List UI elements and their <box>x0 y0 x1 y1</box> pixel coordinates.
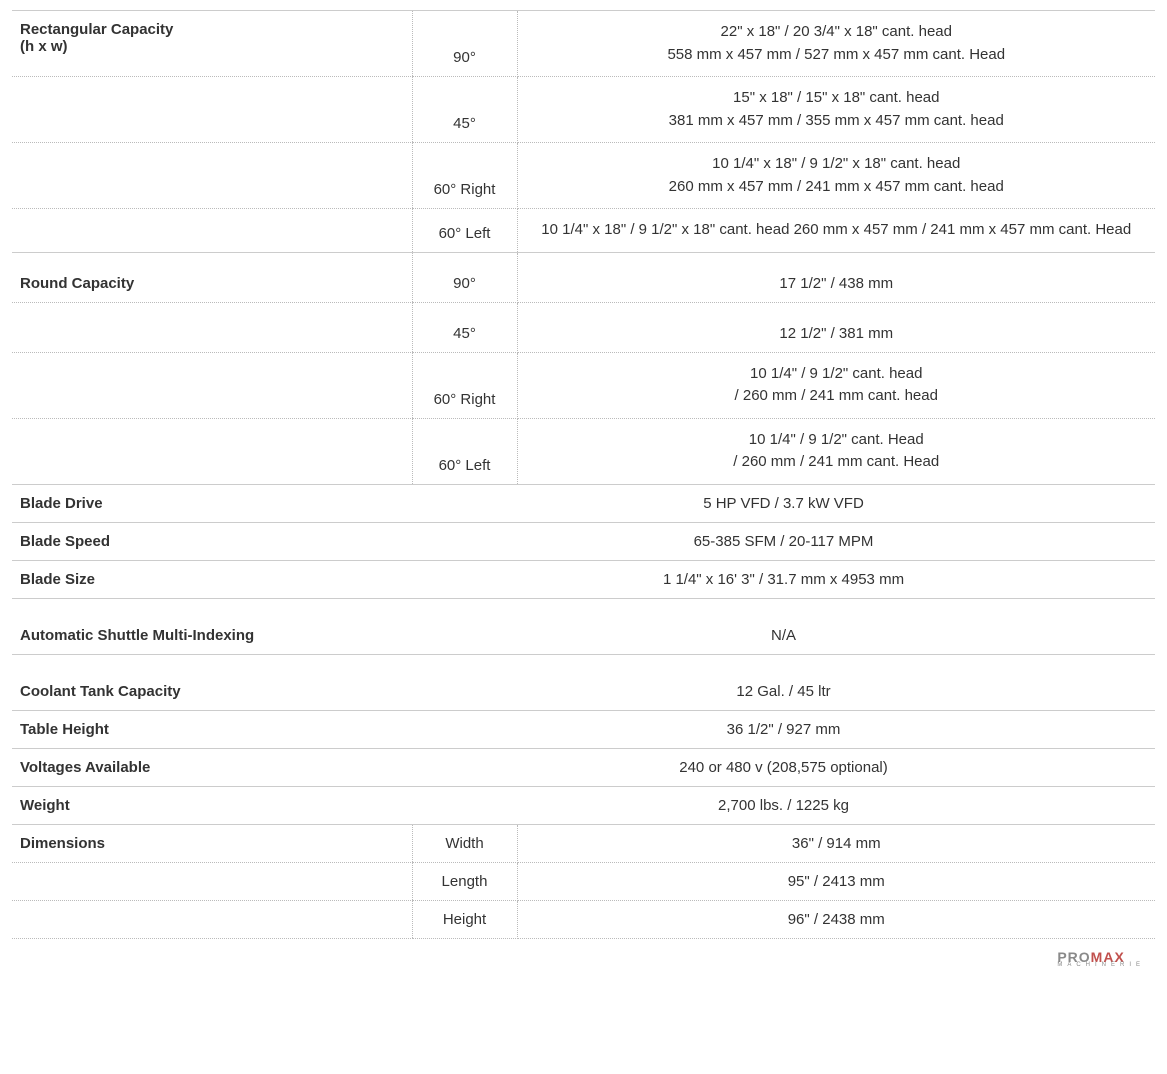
table-row: 45° 15" x 18" / 15" x 18" cant. head 381… <box>12 77 1155 143</box>
value-cell: 15" x 18" / 15" x 18" cant. head 381 mm … <box>517 77 1155 143</box>
angle-cell: 90° <box>412 252 517 302</box>
table-row: 60° Right 10 1/4" x 18" / 9 1/2" x 18" c… <box>12 143 1155 209</box>
spec-label: Table Height <box>12 710 412 748</box>
value-cell: 36 1/2" / 927 mm <box>412 710 1155 748</box>
dim-cell: Length <box>412 862 517 900</box>
table-row: Automatic Shuttle Multi-Indexing N/A <box>12 598 1155 654</box>
dim-cell: Height <box>412 900 517 938</box>
value-cell: 12 1/2" / 381 mm <box>517 302 1155 352</box>
table-row: 60° Left 10 1/4" x 18" / 9 1/2" x 18" ca… <box>12 209 1155 253</box>
value-cell: 2,700 lbs. / 1225 kg <box>412 786 1155 824</box>
value-cell: 95" / 2413 mm <box>517 862 1155 900</box>
spec-label: Blade Speed <box>12 522 412 560</box>
table-row: 45° 12 1/2" / 381 mm <box>12 302 1155 352</box>
spec-label-empty <box>12 302 412 352</box>
dim-cell: Width <box>412 824 517 862</box>
angle-cell: 45° <box>412 77 517 143</box>
value-cell: 1 1/4" x 16' 3" / 31.7 mm x 4953 mm <box>412 560 1155 598</box>
angle-cell: 60° Right <box>412 352 517 418</box>
value-cell: 10 1/4" / 9 1/2" cant. head / 260 mm / 2… <box>517 352 1155 418</box>
value-line: 15" x 18" / 15" x 18" cant. head <box>733 89 939 106</box>
table-row: Blade Drive 5 HP VFD / 3.7 kW VFD <box>12 484 1155 522</box>
spec-label: Dimensions <box>12 824 412 862</box>
spec-label: Blade Size <box>12 560 412 598</box>
value-cell: 96" / 2438 mm <box>517 900 1155 938</box>
spec-label-text: Rectangular Capacity (h x w) <box>20 21 173 55</box>
table-row: Voltages Available 240 or 480 v (208,575… <box>12 748 1155 786</box>
spec-label-empty <box>12 77 412 143</box>
table-row: Coolant Tank Capacity 12 Gal. / 45 ltr <box>12 654 1155 710</box>
value-line: 10 1/4" / 9 1/2" cant. Head <box>749 431 924 448</box>
table-row: Dimensions Width 36" / 914 mm <box>12 824 1155 862</box>
table-row: 60° Right 10 1/4" / 9 1/2" cant. head / … <box>12 352 1155 418</box>
angle-cell: 45° <box>412 302 517 352</box>
value-cell: 36" / 914 mm <box>517 824 1155 862</box>
value-line: 260 mm x 457 mm / 241 mm x 457 mm cant. … <box>669 178 1004 195</box>
spec-label: Rectangular Capacity (h x w) <box>12 11 412 77</box>
value-line: / 260 mm / 241 mm cant. Head <box>733 453 939 470</box>
table-row: 60° Left 10 1/4" / 9 1/2" cant. Head / 2… <box>12 418 1155 484</box>
value-line: 558 mm x 457 mm / 527 mm x 457 mm cant. … <box>667 46 1005 63</box>
value-cell: 10 1/4" x 18" / 9 1/2" x 18" cant. head … <box>517 209 1155 253</box>
spec-label: Voltages Available <box>12 748 412 786</box>
table-row: Length 95" / 2413 mm <box>12 862 1155 900</box>
value-cell: 12 Gal. / 45 ltr <box>412 654 1155 710</box>
angle-cell: 60° Left <box>412 418 517 484</box>
value-cell: 10 1/4" / 9 1/2" cant. Head / 260 mm / 2… <box>517 418 1155 484</box>
footer: PROMAX MACHINERIE <box>12 939 1155 971</box>
spec-label-empty <box>12 209 412 253</box>
spec-label-empty <box>12 900 412 938</box>
value-line: 10 1/4" x 18" / 9 1/2" x 18" cant. head <box>712 155 960 172</box>
angle-cell: 90° <box>412 11 517 77</box>
table-row: Rectangular Capacity (h x w) 90° 22" x 1… <box>12 11 1155 77</box>
value-line: 381 mm x 457 mm / 355 mm x 457 mm cant. … <box>669 112 1004 129</box>
spec-label-empty <box>12 352 412 418</box>
spec-label: Automatic Shuttle Multi-Indexing <box>12 598 412 654</box>
table-row: Weight 2,700 lbs. / 1225 kg <box>12 786 1155 824</box>
value-cell: 240 or 480 v (208,575 optional) <box>412 748 1155 786</box>
spec-label: Coolant Tank Capacity <box>12 654 412 710</box>
spec-table: Rectangular Capacity (h x w) 90° 22" x 1… <box>12 10 1155 939</box>
value-line: 22" x 18" / 20 3/4" x 18" cant. head <box>721 23 952 40</box>
value-line: / 260 mm / 241 mm cant. head <box>735 387 938 404</box>
table-row: Round Capacity 90° 17 1/2" / 438 mm <box>12 252 1155 302</box>
spec-label: Round Capacity <box>12 252 412 302</box>
value-cell: 10 1/4" x 18" / 9 1/2" x 18" cant. head … <box>517 143 1155 209</box>
angle-cell: 60° Right <box>412 143 517 209</box>
value-cell: 22" x 18" / 20 3/4" x 18" cant. head 558… <box>517 11 1155 77</box>
table-row: Height 96" / 2438 mm <box>12 900 1155 938</box>
value-line: 10 1/4" / 9 1/2" cant. head <box>750 365 922 382</box>
spec-label-empty <box>12 418 412 484</box>
brand-logo: PROMAX MACHINERIE <box>1057 951 1145 969</box>
table-row: Blade Speed 65-385 SFM / 20-117 MPM <box>12 522 1155 560</box>
spec-label-empty <box>12 862 412 900</box>
spec-label-empty <box>12 143 412 209</box>
value-cell: 65-385 SFM / 20-117 MPM <box>412 522 1155 560</box>
brand-logo-tag: MACHINERIE <box>1057 963 1145 968</box>
value-cell: 17 1/2" / 438 mm <box>517 252 1155 302</box>
spec-label: Blade Drive <box>12 484 412 522</box>
value-cell: 5 HP VFD / 3.7 kW VFD <box>412 484 1155 522</box>
angle-cell: 60° Left <box>412 209 517 253</box>
value-cell: N/A <box>412 598 1155 654</box>
spec-label: Weight <box>12 786 412 824</box>
table-row: Blade Size 1 1/4" x 16' 3" / 31.7 mm x 4… <box>12 560 1155 598</box>
table-row: Table Height 36 1/2" / 927 mm <box>12 710 1155 748</box>
value-line: 10 1/4" x 18" / 9 1/2" x 18" cant. head … <box>541 221 1131 238</box>
